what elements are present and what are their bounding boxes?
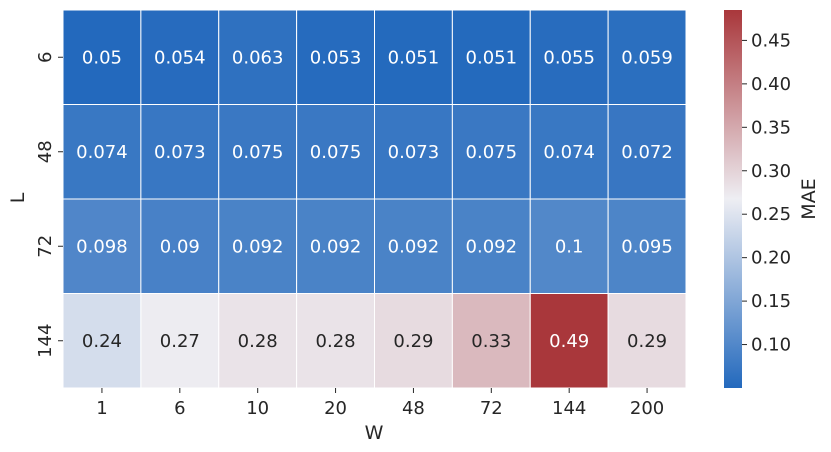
heatmap-cell-label: 0.28 (316, 331, 356, 352)
heatmap-cell-label: 0.092 (388, 236, 440, 257)
heatmap-cell (218, 198, 298, 294)
heatmap-cell-label: 0.073 (154, 142, 206, 163)
y-tick-label: 72 (35, 235, 56, 258)
heatmap-cell-label: 0.072 (621, 142, 673, 163)
heatmap-cell (62, 9, 142, 105)
heatmap-cell (218, 293, 298, 389)
heatmap-cell (529, 198, 609, 294)
heatmap-cell (296, 104, 375, 200)
x-tick-label: 6 (174, 398, 185, 419)
y-tick-label: 48 (35, 140, 56, 163)
heatmap-cell-label: 0.29 (393, 331, 433, 352)
x-tick-label: 20 (324, 398, 347, 419)
x-tick-label: 48 (402, 398, 425, 419)
heatmap-cell-labels: 0.05 0.054 0.063 0.053 0.051 0.051 0.055 0.059 0… (76, 47, 673, 352)
y-axis-label: L (7, 192, 29, 203)
heatmap-cell (451, 9, 531, 105)
colorbar-ticks: 0.10 0.15 0.20 0.25 0.30 0.35 0.40 0.45 (742, 30, 791, 356)
colorbar-tick-label: 0.20 (751, 248, 791, 269)
heatmap-cell-label: 0.074 (76, 142, 128, 163)
heatmap-cell (62, 198, 142, 294)
heatmap-cell-label: 0.092 (466, 236, 518, 257)
heatmap-cell (296, 198, 375, 294)
heatmap-cell-label: 0.098 (76, 236, 128, 257)
heatmap-cell-label: 0.092 (310, 236, 362, 257)
colorbar-label: MAE (798, 178, 820, 219)
heatmap-cell-label: 0.053 (310, 47, 362, 68)
x-axis-label: W (365, 422, 384, 444)
y-tick-label: 144 (35, 324, 56, 358)
heatmap-cell (218, 9, 298, 105)
heatmap-cell-label: 0.09 (160, 236, 200, 257)
heatmap-cell (451, 198, 531, 294)
heatmap-cell (374, 198, 453, 294)
heatmap-cell (607, 198, 687, 294)
heatmap-cell-label: 0.075 (466, 142, 518, 163)
heatmap-cell (140, 198, 220, 294)
x-tick-label: 1 (96, 398, 107, 419)
heatmap-cell-label: 0.1 (555, 236, 584, 257)
heatmap-cell (607, 9, 687, 105)
heatmap-cell (374, 104, 453, 200)
colorbar (724, 10, 742, 388)
heatmap-cell-label: 0.055 (543, 47, 595, 68)
heatmap-cells (62, 9, 687, 389)
heatmap-cell-label: 0.095 (621, 236, 673, 257)
heatmap-cell (62, 293, 142, 389)
y-axis: 6 48 72 144 (35, 52, 63, 358)
colorbar-tick-label: 0.35 (751, 117, 791, 138)
heatmap-cell (140, 104, 220, 200)
heatmap-cell-label: 0.29 (627, 331, 667, 352)
heatmap-cell-label: 0.051 (388, 47, 440, 68)
heatmap-cell (451, 104, 531, 200)
heatmap-cell (140, 9, 220, 105)
heatmap-cell-label: 0.092 (232, 236, 284, 257)
heatmap-cell-label: 0.075 (310, 142, 362, 163)
heatmap-cell-label: 0.054 (154, 47, 206, 68)
colorbar-tick-label: 0.30 (751, 161, 791, 182)
heatmap-cell-label: 0.073 (388, 142, 440, 163)
heatmap-cell-label: 0.063 (232, 47, 284, 68)
heatmap-cell-label: 0.051 (466, 47, 518, 68)
heatmap-cell-label: 0.059 (621, 47, 673, 68)
x-tick-label: 200 (630, 398, 664, 419)
heatmap-cell-label: 0.33 (471, 331, 511, 352)
heatmap-cell-label: 0.27 (160, 331, 200, 352)
colorbar-tick-label: 0.45 (751, 30, 791, 51)
colorbar-tick-label: 0.10 (751, 335, 791, 356)
x-tick-label: 72 (480, 398, 503, 419)
heatmap-cell (374, 293, 453, 389)
heatmap-cell-label: 0.28 (238, 331, 278, 352)
colorbar-tick-label: 0.15 (751, 291, 791, 312)
heatmap-cell-label: 0.05 (82, 47, 122, 68)
heatmap-cell (607, 104, 687, 200)
heatmap-cell (374, 9, 453, 105)
x-axis: 1 6 10 20 48 72 144 200 (96, 388, 664, 419)
heatmap-cell (296, 9, 375, 105)
heatmap-cell (296, 293, 375, 389)
y-tick-label: 6 (35, 52, 56, 63)
heatmap-cell (529, 293, 609, 389)
heatmap-cell-label: 0.24 (82, 331, 122, 352)
x-tick-label: 144 (552, 398, 586, 419)
heatmap-cell-label: 0.074 (543, 142, 595, 163)
heatmap-cell-label: 0.075 (232, 142, 284, 163)
colorbar-tick-label: 0.25 (751, 204, 791, 225)
x-tick-label: 10 (246, 398, 269, 419)
heatmap-cell-label: 0.49 (549, 331, 589, 352)
colorbar-tick-label: 0.40 (751, 74, 791, 95)
